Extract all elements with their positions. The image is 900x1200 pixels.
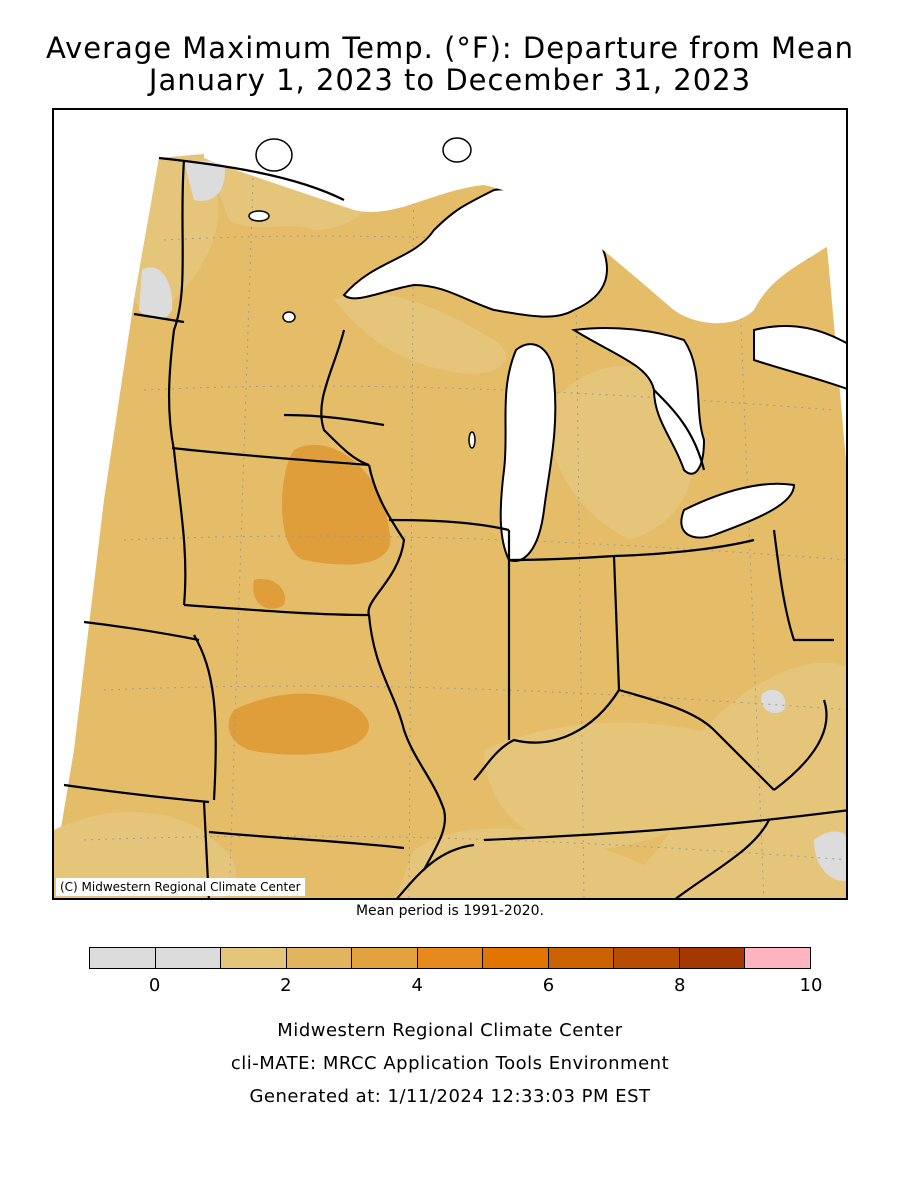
map-area: [52, 108, 848, 900]
zone-light-southeast: [617, 662, 846, 898]
lake-superior: [342, 188, 608, 318]
zone-light-upper-mi: [334, 293, 507, 374]
legend-swatch: [155, 948, 222, 968]
legend-swatch: [483, 948, 549, 968]
copyright-label: (C) Midwestern Regional Climate Center: [56, 878, 305, 896]
legend-swatch: [679, 948, 746, 968]
credit-org: Midwestern Regional Climate Center: [277, 1020, 623, 1041]
legend-bar: [89, 947, 811, 969]
zone-gray-se: [814, 831, 846, 881]
zone-light-southwest: [54, 811, 237, 898]
mean-period-note: Mean period is 1991-2020.: [355, 903, 545, 919]
credit-tool: cli-MATE: MRCC Application Tools Environ…: [230, 1053, 670, 1074]
legend-tick-label: 4: [411, 975, 423, 996]
islands: [248, 137, 476, 449]
great-lakes: [342, 188, 846, 562]
lake-ontario-edge: [753, 324, 846, 390]
lake-michigan: [499, 343, 557, 562]
legend-swatch: [286, 948, 353, 968]
map-svg: [54, 110, 846, 898]
legend-swatch: [352, 948, 418, 968]
canada-area: [204, 110, 846, 324]
legend-swatch: [548, 948, 615, 968]
state-borders: [63, 156, 846, 898]
region-fill: [54, 110, 846, 898]
map-title: Average Maximum Temp. (°F): Departure fr…: [45, 31, 855, 65]
zone-gray-nw: [139, 267, 173, 320]
zone-gray-ohio: [761, 689, 786, 714]
legend-tick-label: 6: [542, 975, 555, 996]
legend-swatch: [90, 948, 156, 968]
legend-swatch: [221, 948, 287, 968]
lake-erie: [680, 482, 796, 539]
lake-huron: [571, 327, 706, 475]
legend-tick-label: 2: [280, 975, 292, 996]
legend-swatch: [417, 948, 484, 968]
zone-dark-iowa: [282, 444, 391, 565]
zone-dark-kansas: [253, 579, 285, 609]
zone-light-kentucky: [484, 722, 738, 850]
legend-swatch: [614, 948, 680, 968]
credit-generated: Generated at: 1/11/2024 12:33:03 PM EST: [249, 1086, 651, 1107]
zone-dark-missouri: [228, 693, 369, 755]
legend-swatch: [745, 948, 811, 968]
legend-tick-label: 8: [673, 975, 686, 996]
map-date-range: January 1, 2023 to December 31, 2023: [148, 63, 752, 97]
zone-gray-north: [184, 160, 225, 201]
legend-tick-label: 10: [799, 975, 823, 996]
color-legend: [89, 947, 811, 971]
legend-tick-label: 0: [148, 975, 161, 996]
